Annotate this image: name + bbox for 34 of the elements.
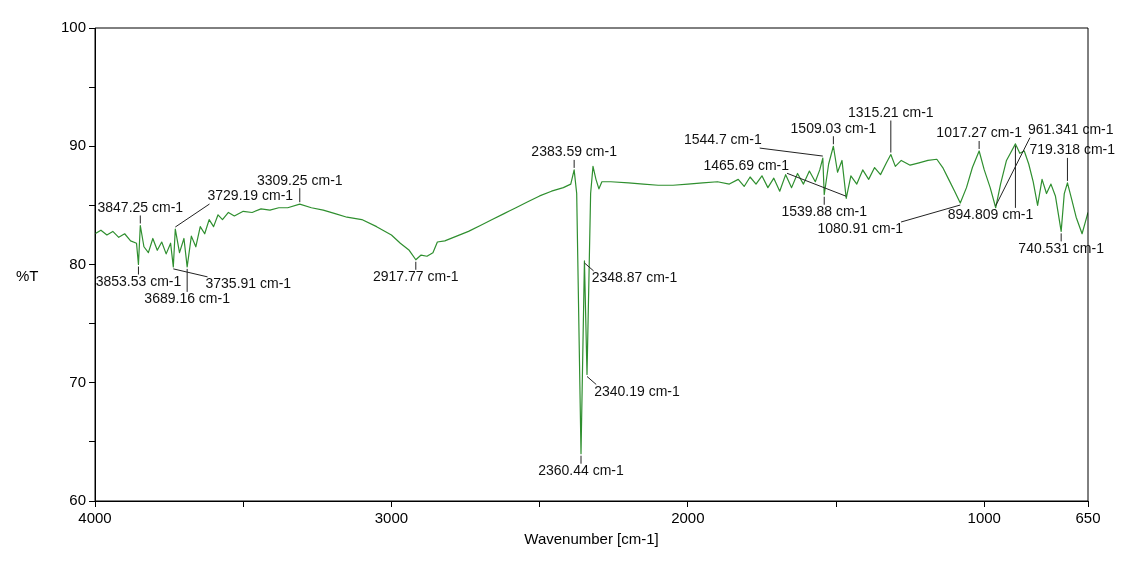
annotation: 1539.88 cm-1 [781, 203, 868, 220]
x-axis-title: Wavenumber [cm-1] [524, 530, 659, 548]
annotation: 740.531 cm-1 [1018, 239, 1105, 256]
x-tick-label: 1000 [967, 509, 1001, 527]
annotation: 961.341 cm-1 [1027, 121, 1114, 138]
annotation: 2340.19 cm-1 [594, 382, 681, 399]
y-tick-label: 80 [69, 254, 87, 272]
y-tick-label: 70 [69, 372, 87, 390]
x-tick-label: 3000 [374, 509, 409, 527]
annotation: 2383.59 cm-1 [531, 143, 618, 160]
annotation: 3853.53 cm-1 [95, 272, 182, 289]
x-tick-label: 2000 [671, 509, 705, 527]
annotation: 1017.27 cm-1 [936, 124, 1023, 141]
y-tick-label: 60 [69, 491, 87, 509]
y-axis-title: %T [16, 266, 39, 284]
annotation: 3729.19 cm-1 [207, 187, 294, 204]
annotation: 3689.16 cm-1 [144, 290, 231, 307]
annotation: 3847.25 cm-1 [97, 198, 184, 215]
annotation: 1465.69 cm-1 [703, 156, 790, 173]
annotation: 3309.25 cm-1 [256, 171, 343, 188]
annotation: 1509.03 cm-1 [790, 119, 877, 136]
annotation: 719.318 cm-1 [1029, 141, 1116, 158]
annotation: 2348.87 cm-1 [591, 269, 678, 286]
annotation: 2360.44 cm-1 [538, 462, 625, 479]
y-tick-label: 90 [69, 136, 87, 154]
x-tick-label: 650 [1075, 509, 1101, 527]
annotation: 894.809 cm-1 [947, 206, 1034, 223]
annotation: 3735.91 cm-1 [205, 275, 292, 292]
annotation: 1080.91 cm-1 [817, 220, 904, 237]
annotation: 1315.21 cm-1 [848, 103, 934, 120]
x-tick-label: 4000 [78, 509, 112, 527]
y-tick-label: 100 [61, 18, 87, 36]
annotation: 1544.7 cm-1 [683, 131, 762, 148]
annotation: 2917.77 cm-1 [373, 268, 459, 285]
